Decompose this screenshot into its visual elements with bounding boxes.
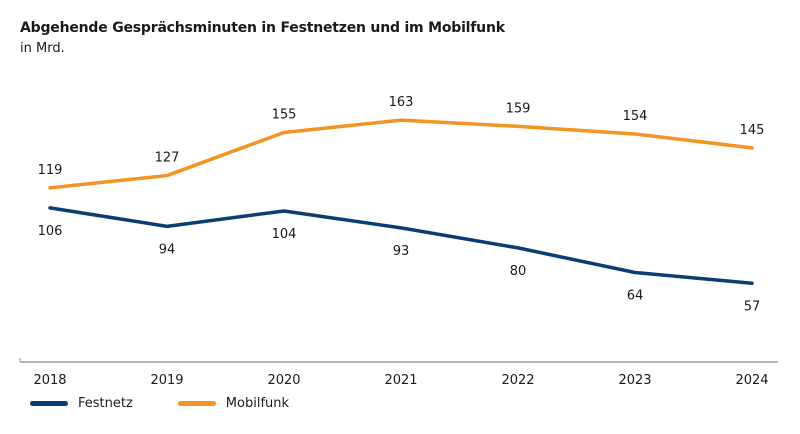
data-label: 119 (38, 163, 63, 178)
data-label: 94 (159, 242, 176, 257)
x-tick-label: 2018 (33, 373, 66, 388)
data-label: 93 (393, 244, 410, 259)
data-label: 57 (744, 299, 761, 314)
x-tick-label: 2024 (735, 373, 768, 388)
legend-item-mobilfunk: Mobilfunk (177, 396, 290, 411)
legend: Festnetz Mobilfunk (30, 396, 334, 411)
x-tick-label: 2022 (501, 373, 534, 388)
chart-subtitle: in Mrd. (20, 41, 65, 56)
data-label: 104 (272, 227, 297, 242)
x-tick-label: 2020 (267, 373, 300, 388)
x-tick-label: 2019 (150, 373, 183, 388)
data-label: 145 (740, 123, 765, 138)
data-label: 64 (627, 289, 644, 304)
chart-title: Abgehende Gesprächsminuten in Festnetzen… (20, 20, 505, 36)
x-tick-label: 2021 (384, 373, 417, 388)
data-label: 163 (389, 95, 414, 110)
legend-label-mobilfunk: Mobilfunk (225, 396, 290, 411)
data-label: 154 (623, 109, 648, 124)
data-label: 155 (272, 107, 297, 122)
data-label: 127 (155, 151, 180, 166)
data-label: 106 (38, 224, 63, 239)
data-label: 80 (510, 264, 527, 279)
legend-label-festnetz: Festnetz (78, 396, 133, 411)
x-tick-label: 2023 (618, 373, 651, 388)
legend-swatch-festnetz (30, 401, 68, 406)
data-label: 159 (506, 101, 531, 116)
legend-swatch-mobilfunk (177, 401, 216, 406)
legend-item-festnetz: Festnetz (30, 396, 133, 411)
